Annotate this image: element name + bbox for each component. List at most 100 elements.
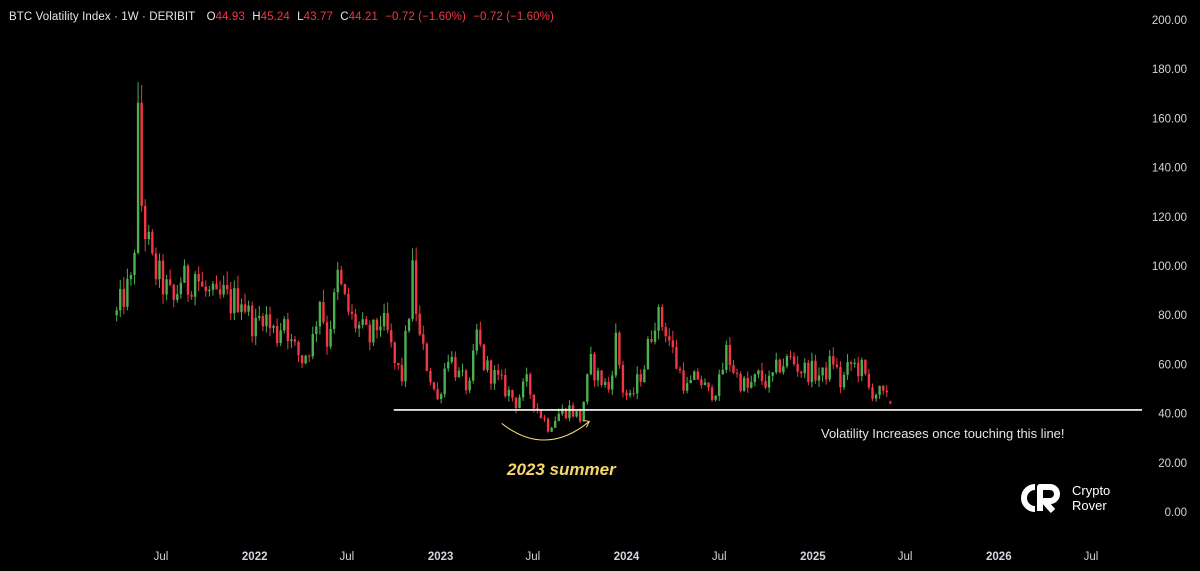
candle-body: [529, 374, 532, 395]
candle-body: [211, 283, 215, 290]
candle: [582, 401, 585, 422]
candle-body: [750, 382, 753, 388]
candle: [414, 247, 418, 322]
candle: [432, 381, 436, 392]
candle: [742, 376, 746, 392]
candle: [140, 84, 143, 212]
candle: [885, 385, 888, 397]
candle: [546, 417, 550, 433]
candle: [218, 280, 222, 299]
candle: [586, 373, 589, 405]
candle-body: [129, 275, 133, 279]
y-tick-label: 100.00: [1152, 261, 1187, 273]
candle-body: [760, 370, 764, 381]
candle: [308, 354, 311, 363]
candle-body: [261, 316, 265, 327]
candle-body: [300, 355, 304, 364]
candle-body: [418, 313, 421, 335]
candle-body: [882, 385, 885, 391]
candle-body: [728, 344, 732, 365]
candle: [393, 341, 396, 370]
candle-body: [525, 374, 528, 382]
y-tick-label: 120.00: [1152, 212, 1187, 224]
candle-body: [411, 260, 414, 320]
y-tick-label: 0.00: [1165, 507, 1187, 519]
candle: [554, 416, 557, 429]
candle-body: [682, 370, 685, 391]
candle: [596, 367, 600, 387]
candle: [653, 322, 657, 345]
y-tick-label: 160.00: [1152, 113, 1187, 125]
candle: [839, 361, 842, 394]
candle: [258, 305, 261, 321]
candle: [539, 409, 543, 419]
candle: [871, 383, 874, 402]
support-note: Volatility Increases once touching this …: [821, 426, 1065, 441]
candle-body: [482, 344, 486, 371]
candle-body: [368, 324, 372, 343]
candle-body: [671, 340, 675, 348]
candle-body: [864, 359, 867, 374]
candle-body: [340, 269, 343, 285]
candle-body: [657, 307, 660, 331]
candle: [710, 384, 714, 402]
x-tick-label: Jul: [712, 551, 727, 563]
candle-body: [126, 278, 129, 307]
candle-body: [668, 336, 671, 341]
candles-group: [115, 82, 892, 433]
open-label: O: [206, 11, 216, 23]
candle: [158, 253, 161, 288]
candle-body: [179, 282, 183, 295]
candle: [126, 268, 129, 311]
candle-body: [618, 332, 621, 365]
candle: [771, 372, 774, 382]
candle: [340, 265, 343, 286]
candle-body: [543, 418, 546, 420]
candle: [632, 387, 635, 397]
candle-body: [778, 359, 782, 373]
candle: [874, 393, 878, 402]
candle: [668, 328, 671, 347]
candle-body: [468, 380, 471, 391]
candle: [618, 331, 621, 369]
candle: [347, 287, 350, 316]
candle-body: [354, 314, 357, 329]
candle-body: [218, 289, 222, 295]
candle-body: [432, 382, 436, 390]
candle-body: [650, 339, 653, 342]
candle: [482, 343, 486, 372]
candle: [753, 373, 757, 387]
candle: [439, 392, 443, 404]
candle-body: [607, 381, 610, 390]
candle: [190, 290, 193, 300]
candle-body: [161, 260, 165, 295]
candle-body: [297, 341, 300, 356]
candle-body: [678, 368, 682, 371]
candle: [639, 369, 642, 387]
candle: [136, 82, 140, 255]
candle-body: [853, 362, 856, 364]
candle-body: [636, 374, 639, 394]
candle-body: [632, 393, 635, 395]
candle: [236, 275, 240, 314]
candle-body: [439, 394, 443, 400]
candle: [860, 357, 864, 382]
candle-body: [857, 362, 860, 377]
candle: [357, 321, 361, 338]
candle: [240, 298, 243, 321]
candle: [832, 347, 835, 370]
candle-body: [275, 325, 279, 344]
candle-body: [821, 367, 824, 376]
candle-body: [233, 288, 236, 314]
candle: [728, 337, 732, 372]
candle: [775, 352, 778, 375]
candle-body: [208, 289, 211, 292]
candle-body: [600, 370, 603, 385]
candle-body: [721, 369, 724, 375]
candle: [593, 351, 596, 387]
candle-body: [254, 317, 257, 337]
candle-body: [646, 339, 650, 370]
candle: [122, 277, 126, 315]
candle-body: [290, 339, 293, 342]
